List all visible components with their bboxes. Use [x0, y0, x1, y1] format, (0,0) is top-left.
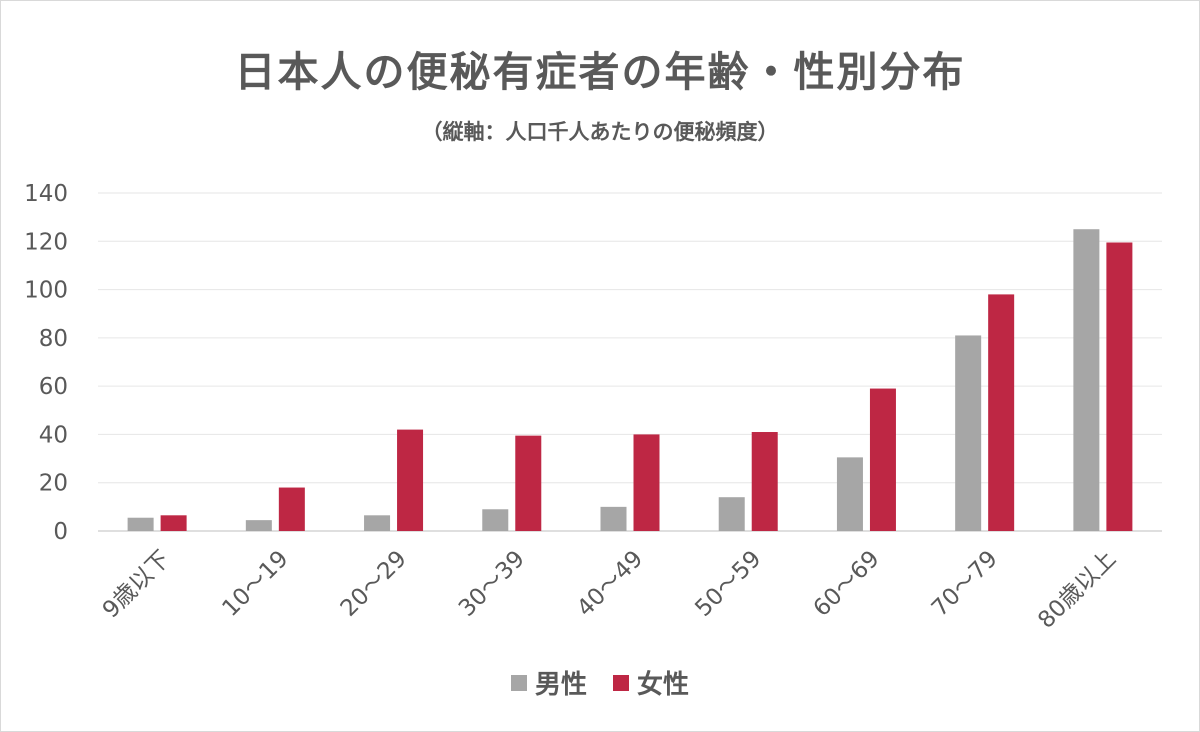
bar-male [836, 457, 863, 531]
bar-female [869, 388, 896, 531]
y-tick-label: 20 [39, 471, 68, 497]
y-tick-label: 140 [24, 181, 68, 207]
y-tick-label: 60 [39, 374, 68, 400]
legend-swatch-female [613, 674, 629, 691]
bar-female [278, 487, 305, 531]
chart-subtitle: （縦軸：人口千人あたりの便秘頻度） [421, 120, 779, 144]
bar-male [127, 517, 154, 531]
bar-female [160, 515, 187, 531]
y-tick-label: 0 [53, 519, 68, 545]
bar-female [397, 429, 424, 531]
bar-male [1073, 229, 1100, 531]
x-tick-label: 60～69 [809, 546, 885, 622]
legend: 男性 女性 [0, 664, 1200, 701]
bar-female [633, 434, 660, 531]
legend-item-male: 男性 [510, 664, 587, 701]
y-tick-label: 120 [24, 229, 68, 255]
x-tick-label: 80歳以上 [1033, 546, 1121, 634]
x-tick-label: 70～79 [927, 546, 1003, 622]
bar-female [515, 435, 542, 531]
chart-title: 日本人の便秘有症者の年齢・性別分布 [234, 48, 966, 96]
x-tick-label: 30～39 [454, 546, 530, 622]
bar-female [988, 294, 1015, 531]
bar-male [955, 335, 982, 531]
bar-male [600, 506, 627, 531]
x-tick-label: 40～49 [572, 546, 648, 622]
bar-male [364, 515, 391, 531]
legend-label-female: 女性 [637, 670, 690, 700]
bar-male [718, 497, 745, 531]
y-tick-label: 40 [39, 422, 68, 448]
bar-male [482, 509, 509, 531]
legend-label-male: 男性 [534, 670, 587, 700]
y-tick-label: 100 [24, 278, 68, 304]
legend-item-female: 女性 [613, 664, 689, 701]
bar-male [245, 520, 272, 531]
x-tick-label: 50～59 [690, 546, 766, 622]
bar-female [1106, 242, 1133, 531]
x-tick-label: 10～19 [218, 546, 294, 622]
y-tick-label: 80 [39, 326, 68, 352]
x-tick-label: 9歳以下 [98, 546, 176, 624]
bar-female [751, 432, 778, 531]
x-tick-label: 20～29 [336, 546, 412, 622]
legend-swatch-male [510, 674, 527, 691]
